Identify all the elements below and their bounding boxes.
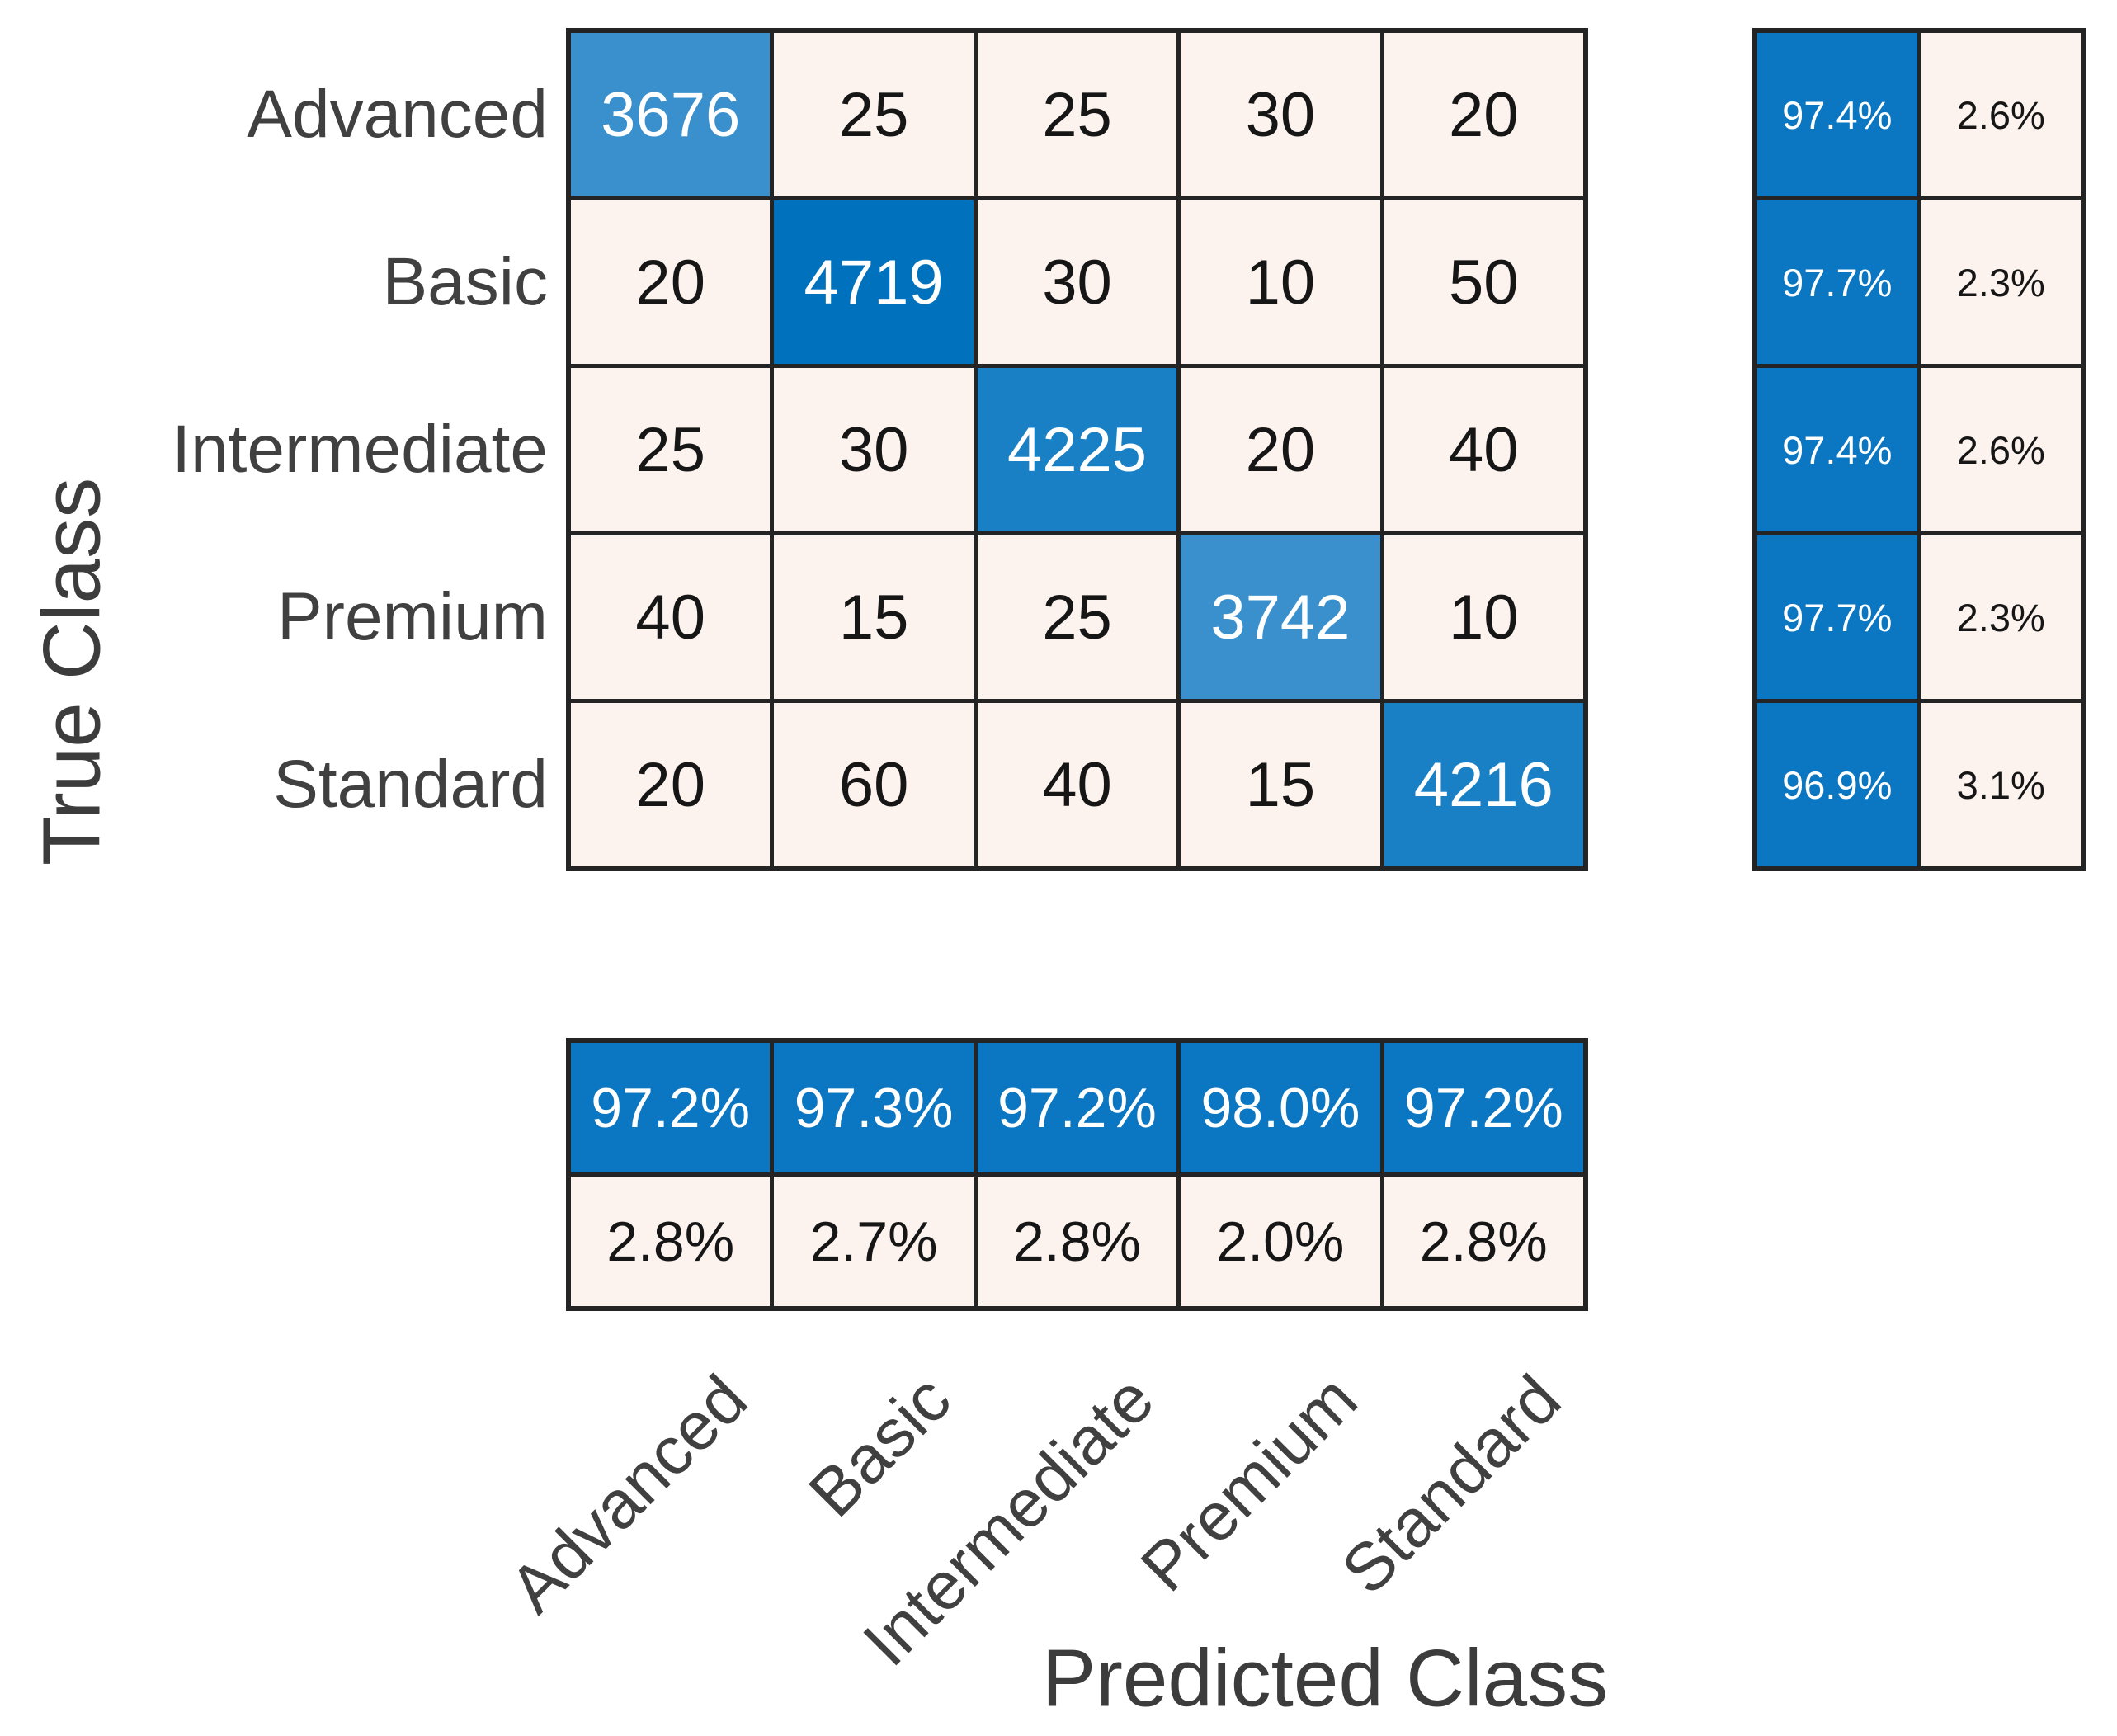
confusion-matrix-grid: 3676 25 25 30 20 20 4719 30 10 50 25 30 4225 20 40 40 15…: [566, 28, 1588, 871]
row-summary-correct-0: 97.4%: [1757, 33, 1917, 196]
row-summary-incorrect-4: 3.1%: [1921, 703, 2081, 866]
row-summary-correct-1: 97.7%: [1757, 200, 1917, 364]
matrix-cell-r1c2: 30: [977, 200, 1177, 364]
column-summary-correct-2: 97.2%: [977, 1043, 1177, 1172]
x-axis-title: Predicted Class: [1041, 1632, 1609, 1724]
row-summary-incorrect-2: 2.6%: [1921, 368, 2081, 531]
matrix-cell-r1c0: 20: [571, 200, 771, 364]
matrix-cell-r0c4: 20: [1384, 33, 1583, 196]
x-tick-basic: Basic: [794, 1361, 965, 1532]
matrix-cell-r0c2: 25: [977, 33, 1177, 196]
matrix-cell-r3c4: 10: [1384, 535, 1583, 699]
matrix-cell-r2c0: 25: [571, 368, 771, 531]
column-summary-incorrect-1: 2.7%: [774, 1177, 974, 1306]
y-tick-intermediate: Intermediate: [172, 412, 548, 487]
column-summary-correct-3: 98.0%: [1181, 1043, 1380, 1172]
matrix-cell-r0c1: 25: [774, 33, 974, 196]
matrix-cell-r3c2: 25: [977, 535, 1177, 699]
row-summary-correct-4: 96.9%: [1757, 703, 1917, 866]
matrix-cell-r4c2: 40: [977, 703, 1177, 866]
matrix-cell-r4c1: 60: [774, 703, 974, 866]
matrix-cell-r2c2: 4225: [977, 368, 1177, 531]
matrix-cell-r0c0: 3676: [571, 33, 771, 196]
column-summary-incorrect-0: 2.8%: [571, 1177, 771, 1306]
row-summary-incorrect-1: 2.3%: [1921, 200, 2081, 364]
matrix-cell-r1c3: 10: [1181, 200, 1380, 364]
y-tick-advanced: Advanced: [247, 77, 548, 152]
y-tick-basic: Basic: [382, 244, 548, 319]
y-tick-standard: Standard: [273, 747, 548, 822]
matrix-cell-r2c4: 40: [1384, 368, 1583, 531]
column-summary-correct-0: 97.2%: [571, 1043, 771, 1172]
y-tick-premium: Premium: [276, 579, 548, 654]
row-summary-correct-2: 97.4%: [1757, 368, 1917, 531]
matrix-cell-r4c3: 15: [1181, 703, 1380, 866]
row-summary-grid: 97.4% 2.6% 97.7% 2.3% 97.4% 2.6% 97.7% 2.3% 96.9…: [1752, 28, 2086, 871]
row-summary-incorrect-0: 2.6%: [1921, 33, 2081, 196]
x-tick-advanced: Advanced: [495, 1361, 762, 1628]
column-summary-correct-4: 97.2%: [1384, 1043, 1583, 1172]
row-summary-correct-3: 97.7%: [1757, 535, 1917, 699]
matrix-cell-r2c3: 20: [1181, 368, 1380, 531]
matrix-cell-r1c1: 4719: [774, 200, 974, 364]
matrix-cell-r4c4: 4216: [1384, 703, 1583, 866]
matrix-cell-r3c3: 3742: [1181, 535, 1380, 699]
matrix-cell-r1c4: 50: [1384, 200, 1583, 364]
row-summary-incorrect-3: 2.3%: [1921, 535, 2081, 699]
matrix-cell-r4c0: 20: [571, 703, 771, 866]
x-tick-standard: Standard: [1327, 1361, 1575, 1609]
matrix-cell-r0c3: 30: [1181, 33, 1380, 196]
matrix-cell-r3c0: 40: [571, 535, 771, 699]
column-summary-correct-1: 97.3%: [774, 1043, 974, 1172]
column-summary-incorrect-4: 2.8%: [1384, 1177, 1583, 1306]
matrix-cell-r3c1: 15: [774, 535, 974, 699]
matrix-cell-r2c1: 30: [774, 368, 974, 531]
column-summary-grid: 97.2% 97.3% 97.2% 98.0% 97.2% 2.8% 2.7% 2.8% 2.0…: [566, 1038, 1588, 1311]
column-summary-incorrect-3: 2.0%: [1181, 1177, 1380, 1306]
column-summary-incorrect-2: 2.8%: [977, 1177, 1177, 1306]
x-tick-premium: Premium: [1127, 1361, 1372, 1606]
